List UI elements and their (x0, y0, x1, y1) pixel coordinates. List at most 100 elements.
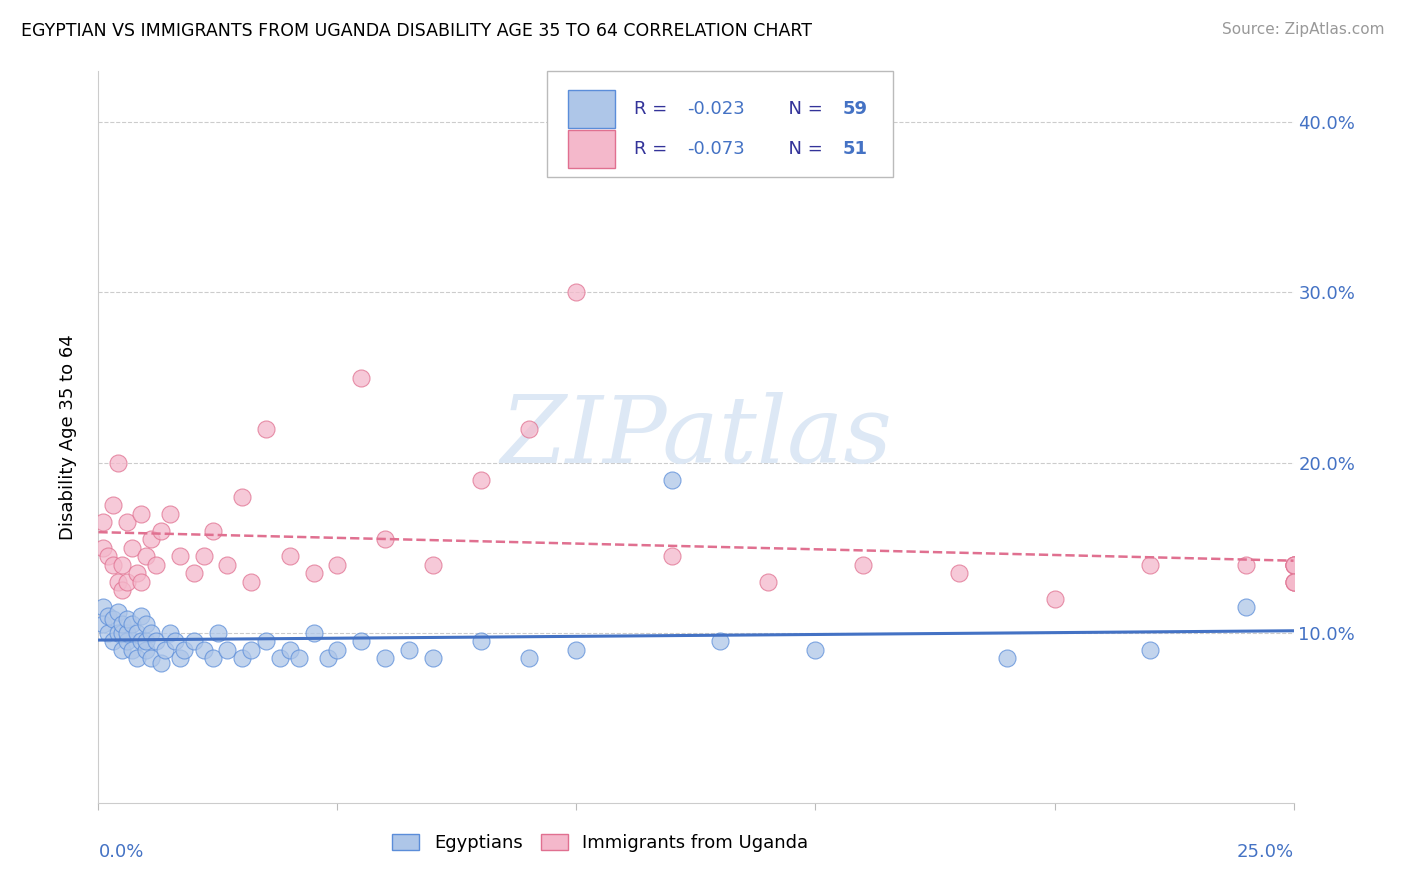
Point (756, 574, 779, 589)
Point (135, 642, 157, 657)
Point (111, 625, 134, 640)
Point (111, 642, 134, 657)
Point (995, 651, 1018, 665)
Point (121, 642, 143, 657)
Point (517, 651, 540, 665)
FancyBboxPatch shape (568, 130, 614, 168)
Point (91, 600, 114, 615)
Point (217, 558, 239, 572)
Point (1282, 558, 1305, 572)
Point (155, 642, 177, 657)
Point (115, 574, 138, 589)
Point (149, 657, 172, 671)
Point (661, 549, 683, 563)
Point (661, 473, 683, 487)
FancyBboxPatch shape (547, 71, 893, 178)
Text: ZIPatlas: ZIPatlas (501, 392, 891, 482)
Point (101, 634, 124, 648)
Point (470, 634, 492, 648)
Point (350, 370, 373, 384)
Point (207, 625, 229, 640)
Point (709, 634, 731, 648)
Point (135, 634, 157, 648)
Point (125, 566, 148, 581)
Point (139, 651, 162, 665)
Text: N =: N = (778, 100, 828, 118)
Text: Source: ZipAtlas.com: Source: ZipAtlas.com (1222, 22, 1385, 37)
Point (145, 634, 167, 648)
Point (115, 515, 138, 529)
Point (193, 549, 215, 563)
Point (422, 651, 444, 665)
Point (101, 612, 124, 626)
Point (145, 558, 167, 572)
Text: 25.0%: 25.0% (1236, 843, 1294, 861)
Point (111, 583, 134, 598)
Point (565, 642, 588, 657)
Point (1139, 642, 1161, 657)
Point (278, 642, 301, 657)
Legend: Egyptians, Immigrants from Uganda: Egyptians, Immigrants from Uganda (385, 827, 815, 860)
Point (107, 625, 129, 640)
Point (240, 642, 263, 657)
Point (254, 634, 277, 648)
Point (398, 642, 420, 657)
Point (131, 634, 153, 648)
Point (107, 574, 129, 589)
Point (852, 558, 875, 572)
Point (173, 642, 195, 657)
Point (316, 651, 339, 665)
Point (269, 651, 291, 665)
Text: R =: R = (634, 100, 673, 118)
Point (350, 634, 373, 648)
Point (183, 566, 205, 581)
Point (163, 634, 186, 648)
Point (131, 608, 153, 623)
Point (470, 473, 492, 487)
Text: EGYPTIAN VS IMMIGRANTS FROM UGANDA DISABILITY AGE 35 TO 64 CORRELATION CHART: EGYPTIAN VS IMMIGRANTS FROM UGANDA DISAB… (21, 22, 813, 40)
Point (159, 507, 181, 521)
Point (115, 634, 138, 648)
Point (139, 625, 162, 640)
Point (302, 625, 325, 640)
Point (326, 558, 349, 572)
Point (948, 566, 970, 581)
Point (91, 515, 114, 529)
Point (91, 617, 114, 632)
Text: 0.0%: 0.0% (98, 843, 143, 861)
Point (97, 608, 120, 623)
Point (121, 617, 143, 632)
Point (202, 524, 225, 538)
Point (183, 634, 205, 648)
Point (1282, 574, 1305, 589)
FancyBboxPatch shape (568, 89, 614, 128)
Point (111, 558, 134, 572)
Point (217, 642, 239, 657)
Point (1139, 558, 1161, 572)
Point (288, 651, 311, 665)
Point (91, 541, 114, 555)
Point (97, 549, 120, 563)
Point (135, 617, 157, 632)
Point (169, 651, 191, 665)
Point (149, 524, 172, 538)
Point (1043, 591, 1066, 606)
Point (374, 532, 396, 546)
Point (121, 541, 143, 555)
Point (1282, 574, 1305, 589)
Point (202, 651, 225, 665)
Point (107, 456, 129, 470)
Point (1282, 558, 1305, 572)
Point (240, 574, 263, 589)
Point (517, 421, 540, 435)
Point (101, 558, 124, 572)
Point (374, 651, 396, 665)
Point (97, 625, 120, 640)
Point (115, 612, 138, 626)
Point (135, 549, 157, 563)
Point (1234, 558, 1257, 572)
Text: N =: N = (778, 140, 828, 158)
Point (804, 642, 827, 657)
Point (565, 285, 588, 300)
Point (131, 574, 153, 589)
